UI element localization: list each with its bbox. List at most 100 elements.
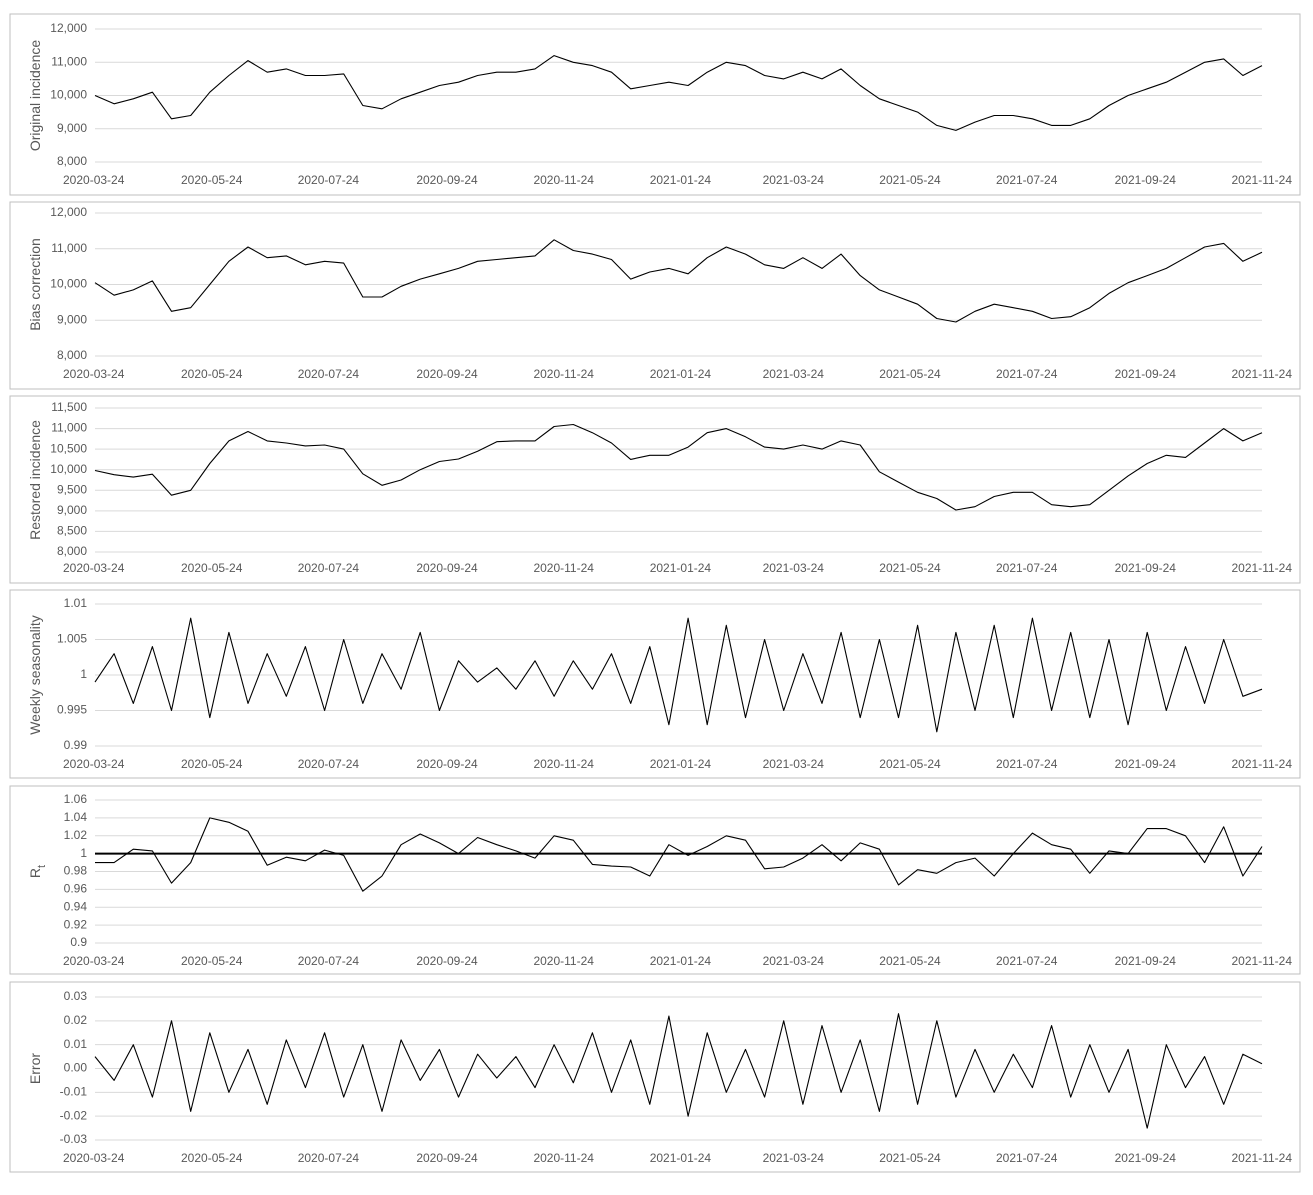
y-tick-label: -0.03 [60, 1132, 88, 1146]
x-tick-label: 2020-07-24 [298, 173, 360, 187]
x-tick-label: 2021-09-24 [1115, 954, 1177, 968]
x-tick-label: 2020-03-24 [63, 173, 125, 187]
y-tick-label: 0.96 [64, 882, 88, 896]
y-tick-label: 0.02 [64, 1013, 88, 1027]
data-line [94, 423, 1263, 511]
y-tick-label: 9,500 [57, 482, 87, 496]
x-tick-label: 2021-07-24 [996, 367, 1058, 381]
x-tick-label: 2021-09-24 [1115, 757, 1177, 771]
panel-border [9, 785, 1301, 975]
y-tick-label: 0.995 [57, 703, 87, 717]
y-tick-label: 8,000 [57, 544, 87, 558]
y-tick-label: 10,000 [50, 277, 87, 291]
y-axis-label: Bias correction [27, 238, 43, 331]
chart-panel: 8,000 8,500 9,000 9,500 10,000 10,500 11,000 11… [9, 395, 1301, 584]
y-axis-label: Rt [27, 865, 48, 878]
y-axis-label: Original incidence [27, 40, 43, 151]
data-line [94, 55, 1263, 131]
x-tick-label: 2021-01-24 [650, 757, 712, 771]
y-tick-label: 1.005 [57, 632, 87, 646]
y-tick-label: 11,000 [51, 54, 87, 68]
x-tick-label: 2021-05-24 [879, 173, 941, 187]
x-tick-label: 2020-09-24 [416, 561, 478, 575]
x-tick-label: 2021-03-24 [763, 1151, 825, 1165]
x-tick-label: 2020-11-24 [533, 1151, 594, 1165]
y-axis-label-text: Weekly seasonality [27, 615, 43, 735]
y-axis-label: Restored incidence [27, 420, 43, 540]
x-tick-label: 2020-03-24 [63, 1151, 125, 1165]
x-tick-label: 2021-01-24 [650, 173, 712, 187]
y-tick-label: 8,000 [57, 154, 87, 168]
x-tick-label: 2020-07-24 [298, 1151, 360, 1165]
y-axis-label-text: Error [27, 1053, 43, 1084]
x-tick-label: 2021-07-24 [996, 757, 1058, 771]
data-line [94, 617, 1263, 733]
x-tick-label: 2020-05-24 [181, 757, 243, 771]
y-tick-label: 12,000 [50, 205, 87, 219]
x-tick-label: 2020-11-24 [533, 561, 594, 575]
y-tick-label: 0.99 [64, 738, 88, 752]
x-tick-label: 2020-05-24 [181, 561, 243, 575]
x-tick-label: 2020-11-24 [533, 367, 594, 381]
y-tick-label: 9,000 [57, 121, 87, 135]
x-tick-label: 2020-07-24 [298, 561, 360, 575]
data-line [94, 1013, 1263, 1129]
y-tick-label: 1 [80, 846, 87, 860]
x-tick-label: 2021-03-24 [763, 757, 825, 771]
y-axis-label: Error [27, 1053, 43, 1084]
x-tick-label: 2021-11-24 [1232, 757, 1293, 771]
x-tick-label: 2021-11-24 [1232, 954, 1293, 968]
y-tick-label: 11,000 [51, 241, 87, 255]
x-tick-label: 2021-11-24 [1232, 561, 1293, 575]
y-tick-label: 0.00 [64, 1061, 88, 1075]
y-tick-label: 0.03 [64, 989, 88, 1003]
y-tick-label: 1.02 [64, 828, 88, 842]
x-tick-label: 2020-09-24 [416, 954, 478, 968]
chart-panel: 8,000 9,000 10,000 11,000 12,000 2020-03-24 20… [9, 201, 1301, 390]
x-tick-label: 2021-05-24 [879, 757, 941, 771]
y-tick-label: 1.01 [64, 596, 88, 610]
y-tick-label: 12,000 [50, 21, 87, 35]
x-tick-label: 2021-01-24 [650, 561, 712, 575]
x-tick-label: 2020-03-24 [63, 367, 125, 381]
y-axis-label: Weekly seasonality [27, 615, 43, 735]
x-tick-label: 2020-09-24 [416, 1151, 478, 1165]
x-tick-label: 2021-03-24 [763, 954, 825, 968]
x-tick-label: 2021-03-24 [763, 367, 825, 381]
x-tick-label: 2020-03-24 [63, 757, 125, 771]
x-tick-label: 2021-09-24 [1115, 367, 1177, 381]
y-tick-label: 10,500 [50, 441, 87, 455]
x-tick-label: 2020-05-24 [181, 173, 243, 187]
y-tick-label: -0.01 [60, 1085, 88, 1099]
x-tick-label: 2021-05-24 [879, 367, 941, 381]
x-tick-label: 2021-01-24 [650, 367, 712, 381]
y-axis-label-text: R [27, 868, 43, 878]
x-tick-label: 2020-07-24 [298, 954, 360, 968]
x-tick-label: 2021-07-24 [996, 561, 1058, 575]
x-tick-label: 2021-03-24 [763, 173, 825, 187]
x-tick-label: 2021-11-24 [1232, 367, 1293, 381]
y-tick-label: 0.9 [70, 935, 87, 949]
panel-border [9, 395, 1301, 584]
x-tick-label: 2021-09-24 [1115, 561, 1177, 575]
chart-panel: 8,000 9,000 10,000 11,000 12,000 2020-03-24 20… [9, 13, 1301, 196]
y-tick-label: 1.04 [64, 810, 88, 824]
x-tick-label: 2021-07-24 [996, 954, 1058, 968]
y-tick-label: 0.92 [64, 917, 88, 931]
x-tick-label: 2020-09-24 [416, 173, 478, 187]
x-tick-label: 2020-09-24 [416, 367, 478, 381]
x-tick-label: 2020-11-24 [533, 954, 594, 968]
x-tick-label: 2021-05-24 [879, 954, 941, 968]
y-axis-label-text: Original incidence [27, 40, 43, 151]
y-tick-label: 1 [80, 667, 87, 681]
panel-border [9, 589, 1301, 779]
panel-border [9, 201, 1301, 390]
y-tick-label: -0.02 [60, 1108, 88, 1122]
y-axis-label-text: Bias correction [27, 238, 43, 331]
x-tick-label: 2021-11-24 [1232, 173, 1293, 187]
x-tick-label: 2021-05-24 [879, 561, 941, 575]
data-line [95, 817, 1263, 892]
y-axis-label-sub: t [36, 865, 48, 868]
chart-panel: 0.9 0.92 0.94 0.96 0.98 1 1.02 1.04 1.06 2020-03-… [9, 785, 1301, 975]
chart-panel: 0.99 0.995 1 1.005 1.01 2020-03-24 2020-05-24 2… [9, 589, 1301, 779]
